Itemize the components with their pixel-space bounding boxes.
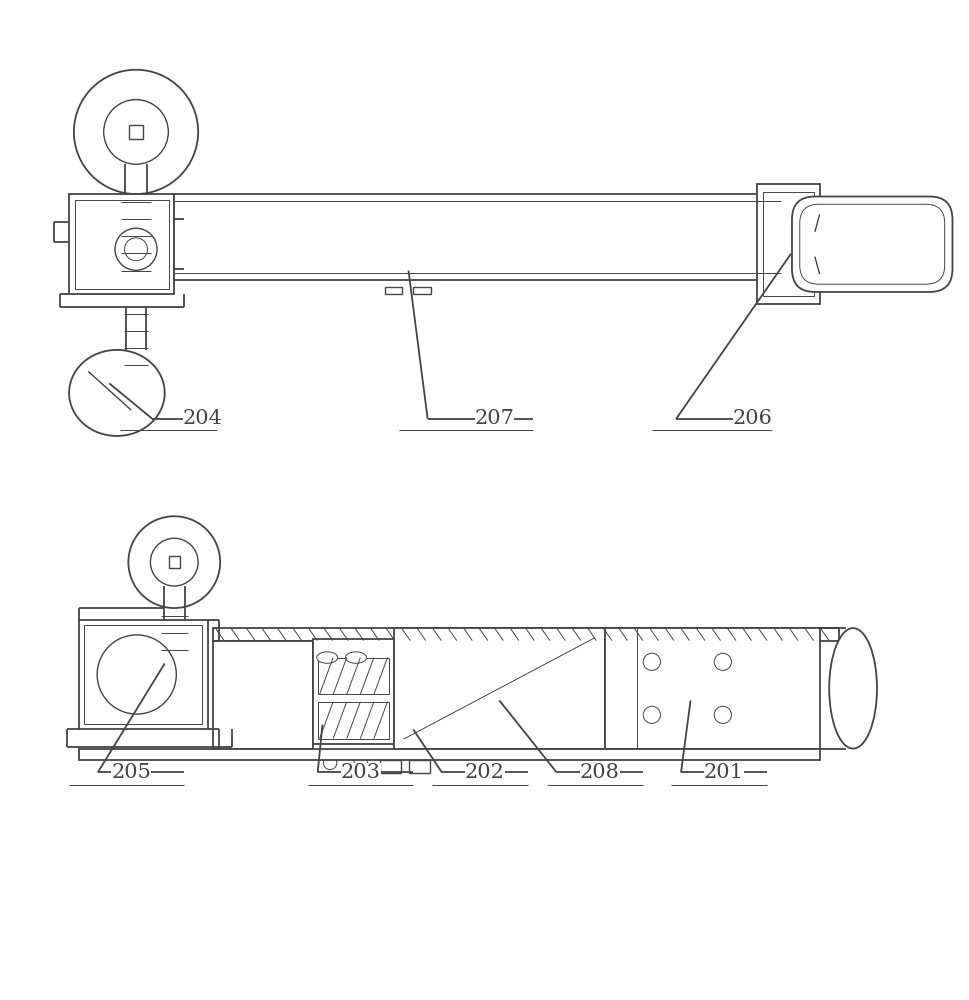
Ellipse shape	[828, 628, 876, 749]
Bar	[69, 194, 174, 294]
Bar	[380, 760, 400, 773]
Circle shape	[323, 756, 336, 770]
Bar	[385, 287, 401, 294]
Circle shape	[642, 653, 660, 670]
Bar	[212, 628, 838, 641]
Bar	[604, 628, 819, 749]
Circle shape	[354, 756, 367, 770]
Text: 207: 207	[474, 409, 514, 428]
Ellipse shape	[345, 652, 366, 663]
Bar	[129, 125, 142, 139]
Text: 204: 204	[183, 409, 223, 428]
Circle shape	[128, 516, 220, 608]
Bar	[318, 658, 389, 694]
Bar	[84, 625, 202, 724]
Text: 201: 201	[703, 763, 743, 782]
Text: 203: 203	[340, 763, 380, 782]
Ellipse shape	[69, 350, 165, 436]
Bar	[318, 702, 389, 739]
FancyBboxPatch shape	[791, 197, 952, 292]
Bar	[408, 760, 429, 773]
Circle shape	[150, 538, 198, 586]
Bar	[413, 287, 430, 294]
Circle shape	[104, 100, 169, 164]
Text: 208: 208	[579, 763, 619, 782]
Bar	[313, 639, 393, 744]
Bar	[212, 641, 313, 749]
Circle shape	[97, 635, 176, 714]
Bar	[763, 192, 813, 296]
Circle shape	[642, 706, 660, 723]
Circle shape	[115, 228, 157, 270]
FancyBboxPatch shape	[798, 204, 944, 284]
Circle shape	[124, 238, 147, 261]
Ellipse shape	[317, 652, 337, 663]
Text: 205: 205	[111, 763, 151, 782]
Bar	[174, 194, 781, 280]
Circle shape	[713, 653, 731, 670]
Bar	[78, 620, 207, 729]
Bar	[169, 556, 180, 568]
Bar	[757, 184, 819, 304]
Circle shape	[74, 70, 198, 194]
Text: 202: 202	[464, 763, 505, 782]
Text: 206: 206	[732, 409, 772, 428]
Bar	[78, 749, 819, 760]
Bar	[393, 628, 604, 749]
Bar	[75, 200, 169, 289]
Circle shape	[713, 706, 731, 723]
